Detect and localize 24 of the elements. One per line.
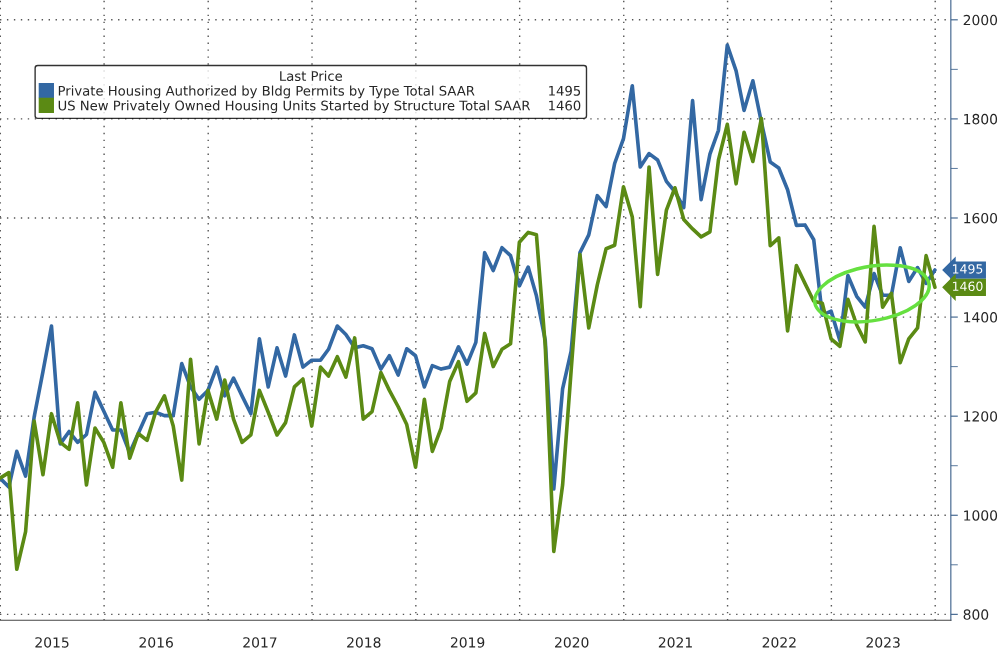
legend-label: US New Privately Owned Housing Units Started by Structure Total SAAR (58, 100, 531, 114)
y-tick-label: 1800 (964, 113, 998, 125)
y-tick-label: 1200 (964, 411, 998, 422)
data-label: 1495 (952, 264, 983, 274)
legend-label: Private Housing Authorized by Bldg Permits by Type Total SAAR (58, 85, 475, 99)
y-tick-label: 1600 (964, 212, 998, 224)
y-tick-label: 800 (963, 609, 989, 620)
x-tick-label: 2020 (555, 637, 589, 648)
x-tick-label: 2016 (139, 637, 173, 648)
x-tick-label: 2021 (658, 637, 692, 648)
legend-title: Last Price (280, 70, 343, 82)
y-tick-label: 2000 (963, 14, 998, 26)
x-tick-label: 2023 (866, 637, 900, 648)
x-tick-label: 2019 (450, 637, 485, 648)
x-tick-label: 2022 (762, 637, 796, 648)
x-tick-label: 2017 (243, 637, 277, 648)
y-tick-label: 1400 (964, 312, 998, 323)
text: 1460 (549, 100, 581, 111)
x-tick-label: 2018 (347, 637, 381, 648)
data-label: 1460 (952, 281, 983, 291)
text: 1495 (549, 85, 581, 96)
line-series (0, 116, 937, 572)
x-tick-label: 2015 (35, 637, 69, 648)
y-tick-label: 1000 (964, 510, 998, 521)
